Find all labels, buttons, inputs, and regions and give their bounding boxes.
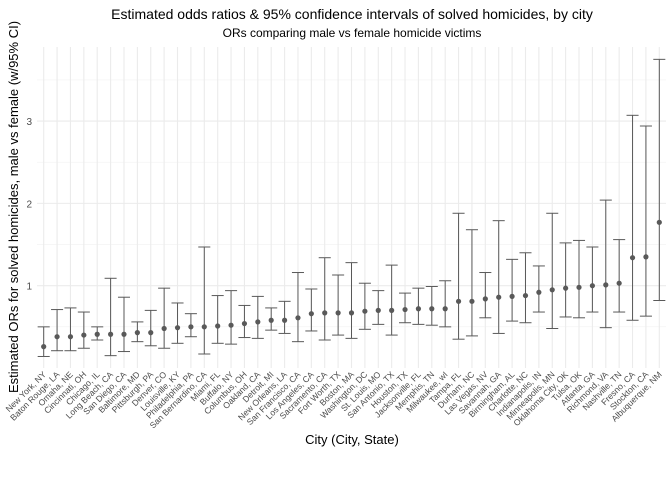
or-point [188,324,194,330]
y-tick-label: 1 [26,282,32,293]
or-point [54,334,60,340]
or-point [482,296,488,302]
or-point [241,320,248,327]
chart-title: Estimated odds ratios & 95% confidence i… [111,6,593,22]
or-point [174,325,181,331]
or-point [348,310,355,316]
or-point [629,255,636,261]
or-point [255,319,261,325]
or-point [536,289,542,295]
y-tick-label: 3 [26,117,32,128]
or-point [442,306,448,312]
or-point [268,317,274,323]
or-point [522,292,529,299]
or-point [121,331,127,337]
or-point [429,306,435,312]
or-point [81,332,87,338]
or-point [589,283,595,289]
or-point [362,308,368,314]
y-tick-label: 2 [26,199,32,210]
or-point [509,293,515,299]
or-point [215,323,221,329]
or-point [549,287,555,293]
y-axis-label: Estimated ORs for solved homicides, male… [6,21,21,393]
or-point [161,325,167,332]
or-point [603,282,609,288]
or-point [455,298,462,304]
or-point [41,344,47,350]
or-point [228,322,234,328]
or-point [469,298,475,304]
or-point [616,280,622,286]
or-point [281,317,288,323]
or-point [94,331,100,337]
or-point [148,330,154,336]
or-point [335,310,341,316]
or-point [643,254,649,260]
chart-subtitle: ORs comparing male vs female homicide vi… [223,26,482,40]
or-point [308,311,314,317]
or-point [496,294,502,300]
or-point [402,306,408,313]
or-point [134,330,140,336]
or-point [67,334,74,340]
or-point [295,315,301,321]
or-point [108,331,114,337]
or-point [201,324,207,330]
or-point [656,219,662,225]
or-point [415,306,422,312]
x-axis-label: City (City, State) [305,432,399,447]
or-point [322,310,328,316]
or-point [576,284,582,290]
or-point [375,307,381,313]
or-point [389,307,395,313]
or-point [563,285,569,291]
